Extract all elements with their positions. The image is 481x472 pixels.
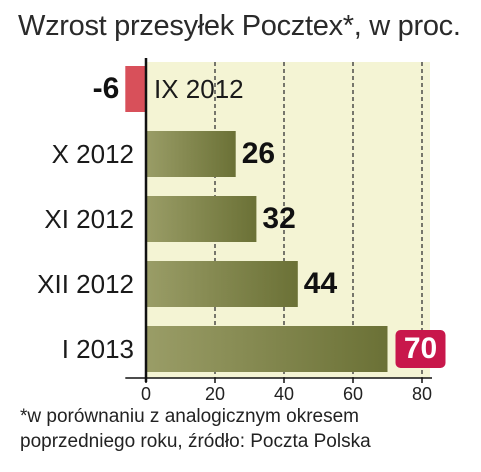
x-tick-label: 0 (141, 384, 151, 404)
category-label: IX 2012 (154, 74, 244, 104)
x-tick-label: 40 (274, 384, 294, 404)
footnote-line-1: *w porównaniu z analogicznym okresem (20, 406, 359, 427)
value-label: -6 (93, 72, 120, 105)
value-label: 32 (262, 202, 295, 235)
footnote: *w porównaniu z analogicznym okresem pop… (20, 404, 470, 454)
category-label: XI 2012 (44, 204, 134, 234)
category-label: I 2013 (62, 334, 134, 364)
bar (146, 261, 298, 307)
bar (146, 131, 236, 177)
bar (125, 66, 146, 112)
category-label: XII 2012 (37, 269, 134, 299)
chart-title: Wzrost przesyłek Pocztex*, w proc. (18, 10, 461, 42)
category-label: X 2012 (52, 139, 134, 169)
bar (146, 326, 388, 372)
value-label: 44 (304, 267, 338, 300)
bar-chart: IX 2012 -6 X 2012 26 XI 2012 32 XII 2012 44 I 20… (37, 58, 446, 404)
x-tick-label: 60 (343, 384, 363, 404)
value-label: 26 (242, 137, 275, 170)
value-label: 70 (404, 332, 437, 365)
x-tick-label: 80 (412, 384, 432, 404)
x-tick-label: 20 (205, 384, 225, 404)
bar (146, 196, 257, 242)
footnote-line-2: poprzedniego roku, źródło: Poczta Polska (20, 431, 371, 452)
value-label-badge (395, 330, 446, 368)
